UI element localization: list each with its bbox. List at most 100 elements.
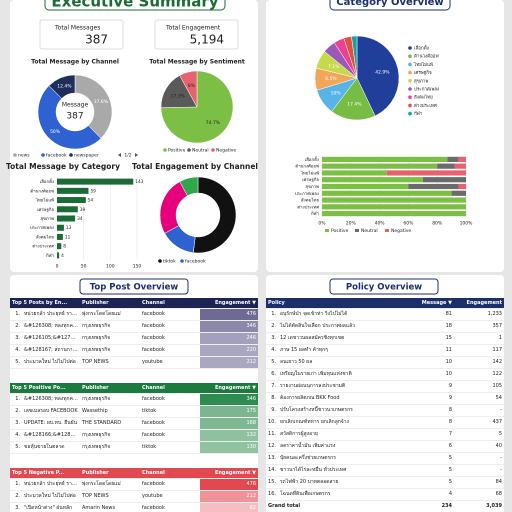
table-cell: 6: [448, 443, 452, 449]
cell-text: 130: [246, 444, 256, 450]
engagement-cell: 130: [200, 442, 258, 453]
engagement-cell: 246: [200, 333, 258, 344]
cell-text: 246: [246, 335, 256, 341]
table-cell: 1: [498, 335, 502, 341]
header-cell: Policy: [268, 300, 285, 306]
table-cell: 2.: [15, 493, 20, 499]
legend-swatch: [355, 229, 359, 232]
table-cell: ลดราคาน้ำมัน เพิ่มค่าแรง: [280, 443, 336, 449]
table-row: 2. เลขเมลรอบ FACEBOOK Wassethip tiktok 175: [10, 406, 258, 418]
table-cell: 4.: [15, 432, 20, 438]
legend-page: 1/2: [124, 153, 131, 159]
y-tick-label: กีฬา: [46, 252, 54, 259]
data-label: 10%: [331, 90, 342, 96]
data-label: 17.3%: [171, 93, 186, 99]
table-cell: 9: [448, 383, 452, 389]
table-row: 2. &#126308; หลงทุกคนฯ กรุงเทพธุรกิจ facebo…: [10, 321, 258, 333]
legend-swatch: [385, 229, 389, 232]
bar: [57, 215, 76, 222]
legend-swatch: [163, 148, 167, 152]
table-cell: 68: [495, 491, 502, 497]
header-cell[interactable]: Message ▼: [421, 300, 452, 306]
slice: [192, 176, 237, 254]
legend-prev[interactable]: [118, 153, 121, 157]
y-tick-label: ด้านวงศ์ออฟ: [30, 188, 54, 194]
kpi-label: Total Messages: [54, 25, 100, 32]
table-cell: 40: [495, 443, 502, 449]
header-cell[interactable]: Engagement ▼: [214, 300, 256, 306]
center-label: Engagement: [179, 205, 218, 212]
table-cell: -: [500, 467, 502, 473]
table-header: Policy Message ▼ Engagement: [266, 298, 504, 309]
x-tick-label: 80%: [432, 221, 443, 227]
header-cell[interactable]: Engagement ▼: [214, 385, 256, 391]
table-cell: &#128167; สถานการณ์: [24, 347, 80, 353]
table-cell: กรุงเทพธุรกิจ: [82, 396, 111, 402]
legend-swatch: [408, 62, 412, 67]
table-cell: ประมวลใหม่ ไปไม่ไปต่อ: [24, 493, 76, 499]
title-box: [79, 278, 189, 295]
table-row: 10. ยกเลิกเกณฑ์ทหาร ยกเลิกลูกจ้าง 8 437: [266, 417, 504, 429]
legend-label: tiktok: [163, 259, 176, 265]
bar: [57, 252, 60, 259]
legend-swatch: [408, 111, 412, 116]
legend-label: ไทยไม่แพ้: [413, 62, 433, 68]
table-cell: &#126105;&#127993;: [24, 335, 80, 341]
legend-swatch: [408, 46, 412, 50]
table-cell: tiktok: [142, 408, 157, 414]
engagement-cell: 212: [200, 357, 258, 368]
table-cell: 4.: [15, 347, 20, 353]
slice: [351, 35, 358, 79]
legend-label: Negative: [216, 148, 236, 154]
table-cell: 5: [448, 479, 452, 485]
center-value: 5,194: [185, 215, 211, 225]
bar: [57, 178, 134, 185]
table-cell: THE STANDARD: [82, 420, 122, 426]
engagement-bar: [200, 345, 258, 356]
engagement-cell: 212: [200, 491, 258, 502]
y-tick-label: กีฬา: [311, 210, 319, 217]
table-row: 14. ชาวนาได้ไร่ละหมื่น ทั่วประเทศ 5 -: [266, 465, 504, 477]
header-cell[interactable]: Engagement ▼: [214, 470, 256, 476]
table-cell: 18: [445, 323, 452, 329]
legend-label: สังคมไทย: [414, 95, 433, 101]
panel-title: Category Overview: [336, 0, 443, 8]
header-cell: Channel: [142, 385, 165, 391]
engagement-cell: 62: [200, 503, 258, 512]
legend-label: เลือกตั้ง: [414, 45, 429, 52]
legend-label: newspaper: [74, 153, 99, 159]
table-cell: 142: [492, 359, 502, 365]
y-tick-label: ประกาศเพลง: [295, 191, 319, 197]
engagement-cell: 476: [200, 479, 258, 490]
legend-label: news: [18, 154, 30, 159]
x-tick-label: 0%: [318, 221, 326, 227]
table-cell: 357: [492, 323, 502, 329]
table-cell: 14.: [268, 467, 276, 473]
legend-swatch: [41, 153, 45, 157]
total-row: Grand total 234 3,039: [266, 501, 504, 512]
table-cell: 437: [492, 419, 502, 425]
bar: [57, 187, 89, 194]
cell-text: 220: [246, 347, 256, 353]
table-cell: รายงานผ่อนนุการลงประชามติ: [280, 383, 346, 389]
bar-segment: [322, 197, 466, 203]
table-cell: 6.: [271, 371, 276, 377]
table-cell: 2.: [15, 323, 20, 329]
table-cell: UPDATE: ผบ.ทบ. ยืนยัน: [24, 420, 77, 426]
table-row: 3. &#126105;&#127993; กรุงเทพธุรกิจ faceboo…: [10, 333, 258, 345]
table-cell: facebook: [142, 505, 165, 511]
legend-swatch: [187, 148, 191, 152]
legend-label: Positive: [168, 148, 186, 154]
table-cell: กรุงเทพธุรกิจ: [82, 444, 111, 450]
engagement-bar: [200, 394, 258, 405]
y-tick-label: เลือกตั้ง: [305, 156, 319, 163]
y-tick-label: ไทยไม่แพ้: [300, 170, 319, 176]
table-cell: สวัสดิการผู้สูงอายุ: [280, 431, 318, 437]
cell-text: 346: [246, 323, 256, 329]
legend-next[interactable]: [135, 153, 138, 157]
title-box: [329, 278, 439, 295]
table-cell: ภาษ 15 ผลทำ ค้าทุกๆ: [280, 347, 328, 353]
table-row: 11. สวัสดิการผู้สูงอายุ 7 5: [266, 429, 504, 441]
table-cell: 117: [492, 347, 502, 353]
slice: [179, 70, 198, 108]
